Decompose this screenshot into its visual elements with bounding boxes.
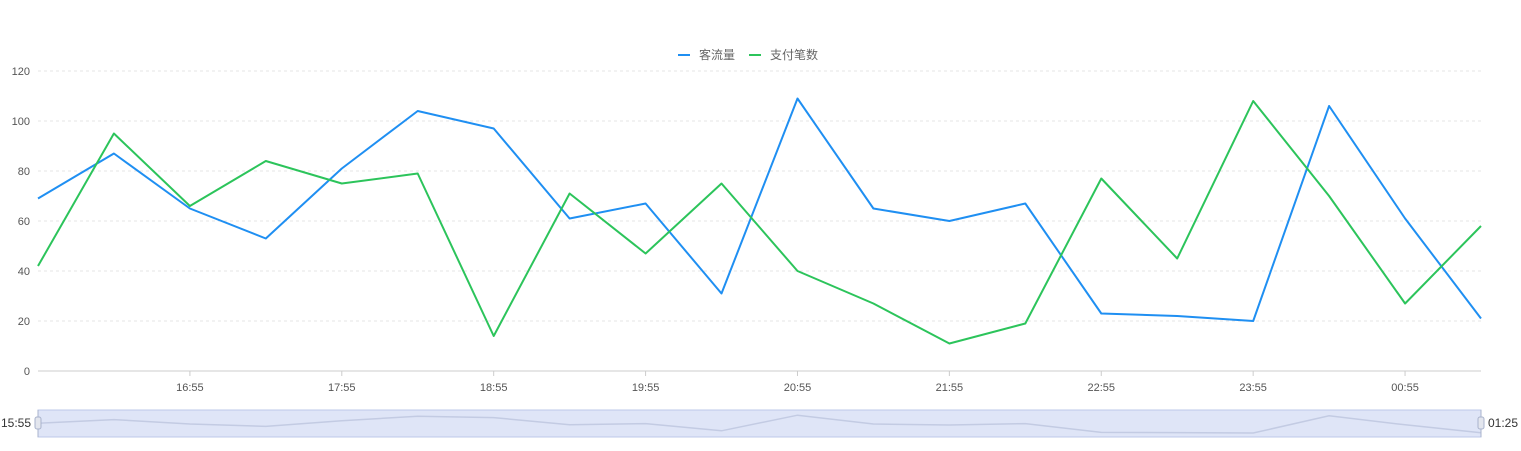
y-tick-label: 40 <box>18 266 30 278</box>
legend[interactable]: 客流量 支付笔数 <box>678 47 818 62</box>
y-tick-label: 100 <box>12 116 30 128</box>
legend-label: 支付笔数 <box>770 47 818 62</box>
y-tick-label: 80 <box>18 166 30 178</box>
axis-layer: 0 20 40 60 80 100 120 16:55 17:55 18:55 19:55 20:55… <box>12 66 1481 394</box>
x-tick-label: 17:55 <box>328 382 356 394</box>
x-tick-label: 22:55 <box>1087 382 1115 394</box>
x-tick-label: 21:55 <box>936 382 964 394</box>
x-tick-label: 16:55 <box>176 382 204 394</box>
legend-item-2[interactable]: 支付笔数 <box>749 47 818 62</box>
zoom-handle-start[interactable] <box>34 416 42 430</box>
x-tick-label: 23:55 <box>1239 382 1267 394</box>
x-tick-label: 00:55 <box>1391 382 1419 394</box>
legend-item-1[interactable]: 客流量 <box>678 47 735 62</box>
x-tick-label: 19:55 <box>632 382 660 394</box>
zoom-handle-end[interactable] <box>1477 416 1485 430</box>
zoom-end-label: 01:25 <box>1488 416 1518 430</box>
series-layer <box>37 97 1482 345</box>
y-tick-label: 120 <box>12 66 30 78</box>
x-tick-label: 20:55 <box>784 382 812 394</box>
zoom-preview-line <box>37 414 1482 434</box>
y-tick-label: 20 <box>18 316 30 328</box>
series-line-1[interactable] <box>37 97 1482 322</box>
y-tick-label: 0 <box>24 366 30 378</box>
zoom-start-label: 15:55 <box>1 416 31 430</box>
y-tick-label: 60 <box>18 216 30 228</box>
data-zoom-slider[interactable]: 15:55 01:25 <box>1 409 1518 438</box>
legend-label: 客流量 <box>699 47 735 62</box>
x-tick-label: 18:55 <box>480 382 508 394</box>
series-line-2[interactable] <box>37 100 1482 345</box>
